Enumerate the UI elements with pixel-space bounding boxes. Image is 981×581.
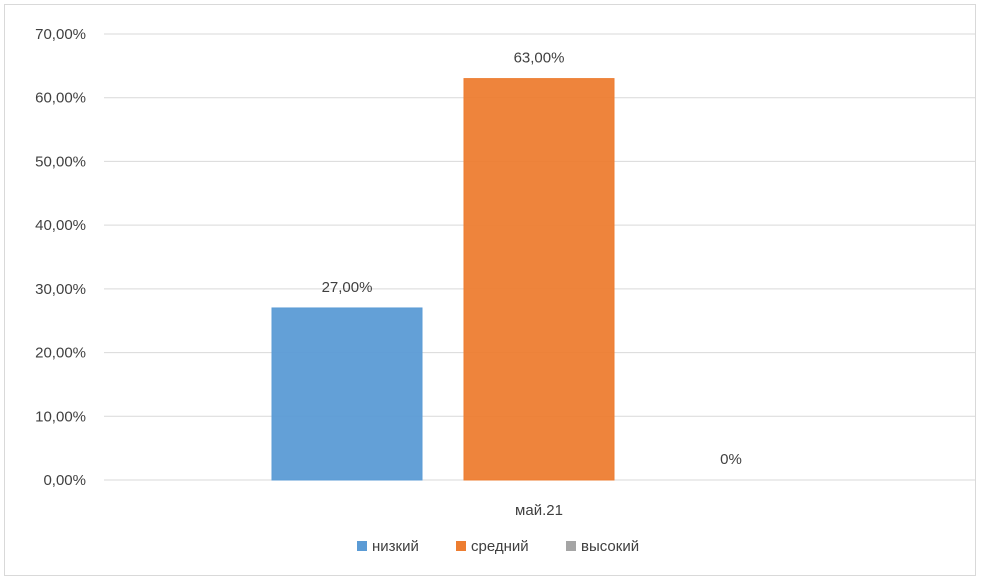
legend-swatch-средний — [456, 541, 466, 551]
legend-swatch-низкий — [357, 541, 367, 551]
legend-label-низкий: низкий — [372, 538, 419, 555]
legend-label-средний: средний — [471, 538, 529, 555]
y-tick-label: 50,00% — [35, 153, 86, 170]
data-label-низкий: 27,00% — [322, 279, 373, 296]
y-tick-label: 60,00% — [35, 90, 86, 107]
data-label-высокий: 0% — [720, 451, 742, 468]
legend-swatch-высокий — [566, 541, 576, 551]
data-label-средний: 63,00% — [514, 50, 565, 67]
y-tick-label: 20,00% — [35, 345, 86, 362]
bar-низкий — [271, 307, 423, 481]
legend-label-высокий: высокий — [581, 538, 639, 555]
y-tick-label: 40,00% — [35, 217, 86, 234]
bar-средний — [463, 78, 615, 481]
y-tick-label: 10,00% — [35, 408, 86, 425]
x-category-label: май.21 — [515, 502, 563, 519]
y-tick-label: 30,00% — [35, 281, 86, 298]
y-tick-label: 70,00% — [35, 26, 86, 43]
y-tick-label: 0,00% — [43, 472, 86, 489]
